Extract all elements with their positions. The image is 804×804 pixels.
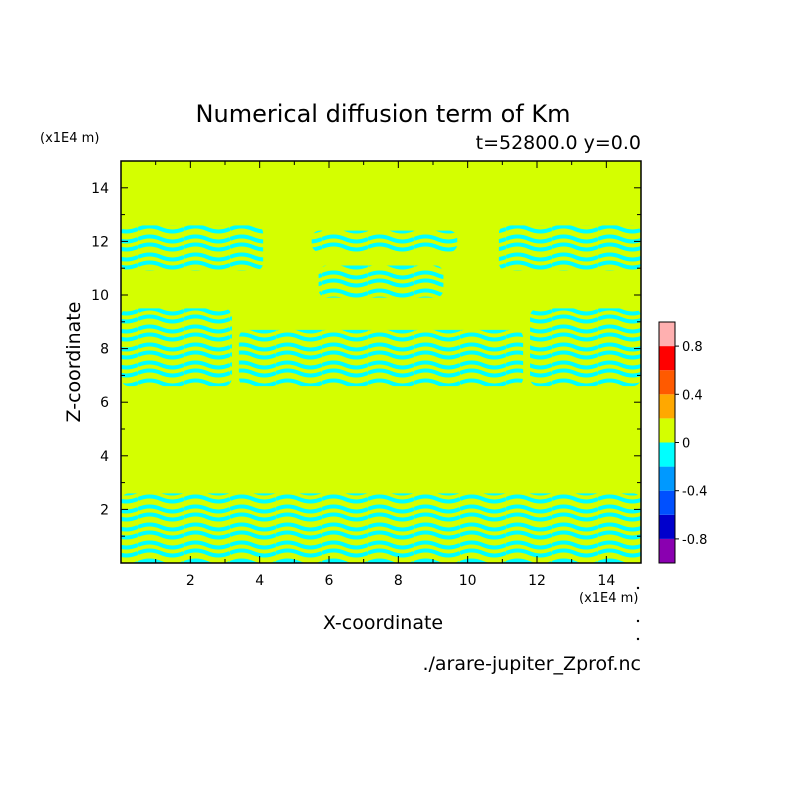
colorbar-segment [659,394,675,419]
contour-region-3 [311,230,458,253]
y-tick-label: 10 [91,288,109,304]
y-tick-label: 6 [100,395,109,411]
contour-region-7 [121,493,641,563]
colorbar-segment [659,370,675,395]
colorbar-tick-label: -0.4 [682,485,707,500]
marker-dot [636,586,640,590]
colorbar-segment [659,322,675,347]
colorbar-tick-label: 0 [682,437,690,452]
contour-region-6 [238,329,524,387]
y-tick-label: 14 [91,181,109,197]
x-axis-label: X-coordinate [323,612,443,634]
marker-dot [636,637,640,641]
contour-regions [121,225,641,563]
y-unit-label: (x1E4 m) [40,131,99,146]
colorbar: -0.8 -0.4 0 0.4 0.8 [658,321,707,564]
x-unit-label: (x1E4 m) [579,591,638,606]
source-file-label: ./arare-jupiter_Zprof.nc [422,653,641,675]
marker-dot [636,619,640,623]
y-tick-label: 2 [100,502,109,518]
colorbar-segment [659,418,675,443]
x-tick-label: 14 [597,573,615,589]
x-tick-label: 6 [325,573,334,589]
contour-region-5 [530,308,641,387]
y-tick-label: 12 [91,234,109,250]
colorbar-segment [659,490,675,515]
x-tick-label: 12 [528,573,546,589]
colorbar-segment [659,466,675,491]
colorbar-tick-label: -0.8 [682,533,707,548]
contour-region-0 [121,225,264,271]
x-tick-label: 2 [186,573,195,589]
chart-subtitle: t=52800.0 y=0.0 [476,132,641,154]
x-tick-label: 4 [255,573,264,589]
colorbar-segment [659,514,675,539]
colorbar-segment [659,346,675,371]
colorbar-tick-label: 0.8 [682,340,703,355]
contour-region-1 [498,225,641,271]
y-tick-label: 8 [100,342,109,358]
colorbar-segment [659,442,675,467]
plot-frame [120,160,642,564]
contour-region-2 [318,265,444,298]
y-tick-label: 4 [100,449,109,465]
colorbar-segment [659,538,675,563]
axis-ticks: 2 4 6 8 10 12 14 2 4 6 8 10 12 14 [91,161,641,589]
x-tick-label: 10 [459,573,477,589]
x-tick-label: 8 [394,573,403,589]
y-axis-label: Z-coordinate [63,302,85,423]
chart-title: Numerical diffusion term of Km [196,100,571,128]
colorbar-tick-label: 0.4 [682,388,703,403]
contour-region-4 [121,308,232,387]
